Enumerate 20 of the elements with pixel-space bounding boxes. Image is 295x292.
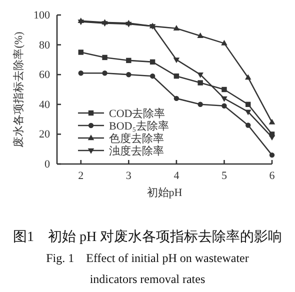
y-tick-label: 60 xyxy=(39,69,50,82)
text: indicators removal rates xyxy=(90,272,206,286)
y-tick-label: 20 xyxy=(39,128,50,141)
caption: 图1 初始 pH 对废水各项指标去除率的影响 xyxy=(12,229,282,245)
legend-label: COD去除率 xyxy=(109,107,166,120)
x-tick-label: 5 xyxy=(221,170,228,182)
y-tick-label: 80 xyxy=(39,39,50,52)
legend-label: 色度去除率 xyxy=(109,132,164,145)
y-axis-title: 废水各项指标去除率(%) xyxy=(12,31,25,148)
legend-label: 浊度去除率 xyxy=(109,144,164,158)
y-tick-label: 0 xyxy=(44,158,50,171)
x-tick-label: 2 xyxy=(78,170,84,182)
legend-label: BOD₅去除率 xyxy=(109,120,170,132)
x-tick-label: 6 xyxy=(269,170,276,182)
x-axis-title: 初始pH xyxy=(146,186,182,199)
y-tick-label: 100 xyxy=(34,10,50,22)
caption: Fig. 1 Effect of initial pH on wastewater xyxy=(46,251,249,265)
y-tick-label: 40 xyxy=(39,98,50,111)
x-tick-label: 3 xyxy=(126,170,132,182)
x-tick-label: 4 xyxy=(174,170,180,182)
